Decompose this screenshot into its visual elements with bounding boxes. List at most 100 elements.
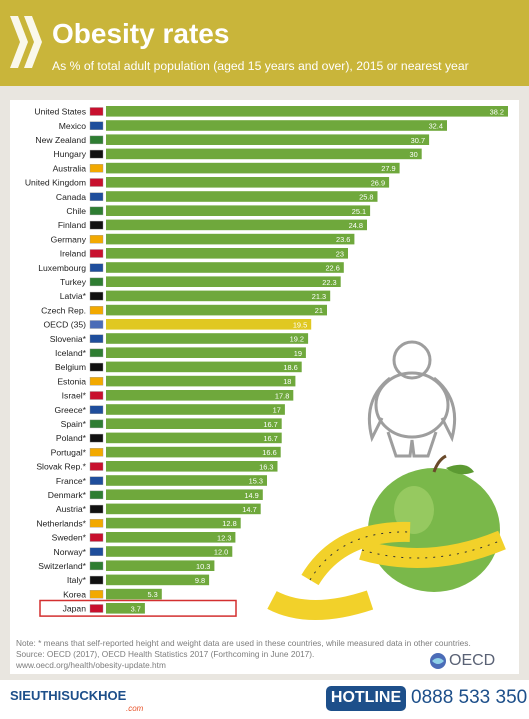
bar	[106, 503, 261, 515]
data-label: 14.7	[242, 505, 256, 514]
data-label: 38.2	[490, 107, 504, 116]
bar	[106, 603, 145, 614]
bar	[106, 446, 281, 458]
country-flag-icon	[89, 362, 104, 372]
country-flag-icon	[89, 320, 104, 329]
bar	[106, 319, 312, 330]
country-flag-icon	[89, 391, 104, 400]
bar	[106, 177, 390, 188]
page-title: Obesity rates	[52, 18, 230, 49]
category-label: Canada	[56, 192, 86, 202]
country-flag-icon	[89, 263, 104, 272]
country-flag-icon	[89, 561, 104, 571]
data-label: 12.3	[217, 533, 231, 542]
data-label: 22.3	[322, 278, 336, 287]
category-label: New Zealand	[35, 135, 86, 145]
bar	[106, 517, 241, 529]
bar	[106, 134, 430, 145]
hotline-button[interactable]: HOTLINE	[326, 686, 406, 711]
data-label: 19	[294, 349, 302, 358]
data-label: 17	[273, 406, 281, 415]
category-label: Switzerland*	[38, 561, 86, 571]
country-flag-icon	[89, 178, 104, 187]
oecd-logo-text: OECD	[449, 652, 496, 669]
country-flag-icon	[89, 575, 104, 585]
bar	[106, 532, 236, 543]
country-flag-icon	[89, 149, 104, 159]
hotline-phone[interactable]: 0888 533 350	[411, 687, 528, 708]
country-flag-icon	[89, 448, 104, 457]
page-subtitle: As % of total adult population (aged 15 …	[52, 59, 469, 73]
data-label: 30	[409, 150, 417, 159]
data-label: 19.5	[293, 320, 307, 329]
country-flag-icon	[89, 121, 104, 130]
category-label: Norway*	[54, 547, 87, 557]
category-label: Slovak Rep.*	[36, 462, 86, 472]
category-label: Italy*	[67, 575, 87, 585]
category-label: Luxembourg	[38, 263, 86, 273]
bar	[106, 461, 278, 472]
bar	[106, 475, 267, 486]
category-label: Iceland*	[55, 348, 87, 358]
category-label: Greece*	[54, 405, 86, 415]
category-label: Portugal*	[51, 447, 87, 457]
country-flag-icon	[89, 235, 104, 244]
country-flag-icon	[89, 164, 104, 173]
country-flag-icon	[89, 277, 104, 287]
data-label: 12.0	[214, 548, 228, 557]
category-label: Ireland	[60, 249, 86, 259]
country-flag-icon	[89, 590, 104, 599]
bar	[106, 219, 367, 231]
illustration-group	[267, 340, 506, 620]
data-label: 23.6	[336, 235, 350, 244]
data-label: 22.6	[325, 264, 339, 273]
chevron-logo-icon	[10, 16, 42, 68]
country-flag-icon	[89, 377, 104, 386]
country-flag-icon	[89, 504, 104, 514]
category-label: Finland	[58, 220, 86, 230]
bar	[106, 333, 309, 344]
category-label: Australia	[53, 163, 87, 173]
footer-bar: SIEUTHISUCKHOE .com HOTLINE 0888 533 350	[0, 680, 529, 719]
bar	[106, 361, 302, 373]
bar	[106, 560, 215, 571]
category-label: Turkey	[60, 277, 87, 287]
country-flag-icon	[89, 476, 104, 485]
bar	[106, 432, 282, 444]
data-label: 15.3	[249, 477, 263, 486]
brand-name[interactable]: SIEUTHISUCKHOE	[10, 688, 127, 703]
bar	[106, 489, 263, 500]
data-label: 21	[315, 306, 323, 315]
category-label: Czech Rep.	[41, 305, 86, 315]
data-label: 16.7	[263, 420, 277, 429]
category-label: Israel*	[62, 391, 87, 401]
category-label: Mexico	[59, 121, 86, 131]
category-label: Japan	[63, 604, 87, 614]
data-label: 18	[283, 377, 291, 386]
country-flag-icon	[89, 604, 104, 613]
bar	[106, 148, 422, 160]
country-flag-icon	[89, 547, 104, 556]
data-label: 21.3	[312, 292, 326, 301]
source-note: Source: OECD (2017), OECD Health Statist…	[16, 649, 315, 659]
category-label: United States	[34, 107, 86, 117]
country-flag-icon	[89, 135, 104, 145]
data-label: 32.4	[429, 122, 443, 131]
data-label: 9.8	[195, 576, 205, 585]
body-outline-icon	[367, 340, 457, 458]
source-url[interactable]: www.oecd.org/health/obesity-update.htm	[16, 660, 166, 670]
data-label: 3.7	[131, 604, 141, 613]
data-label: 23	[336, 249, 344, 258]
tape-measure-illustration	[267, 521, 506, 620]
bar	[106, 191, 378, 202]
bar	[106, 390, 294, 401]
category-label: Poland*	[56, 433, 87, 443]
data-label: 5.3	[147, 590, 157, 599]
bar	[106, 418, 282, 429]
category-label: OECD (35)	[44, 320, 87, 330]
bar	[106, 347, 306, 358]
bar	[106, 248, 348, 259]
country-flag-icon	[89, 419, 104, 429]
data-label: 16.6	[262, 448, 276, 457]
data-label: 25.1	[352, 207, 366, 216]
